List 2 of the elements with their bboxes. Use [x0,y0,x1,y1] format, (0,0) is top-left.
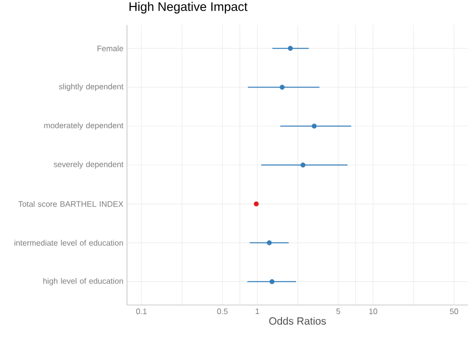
x-axis-title: Odds Ratios [269,317,326,325]
chart-title: High Negative Impact [130,2,248,14]
